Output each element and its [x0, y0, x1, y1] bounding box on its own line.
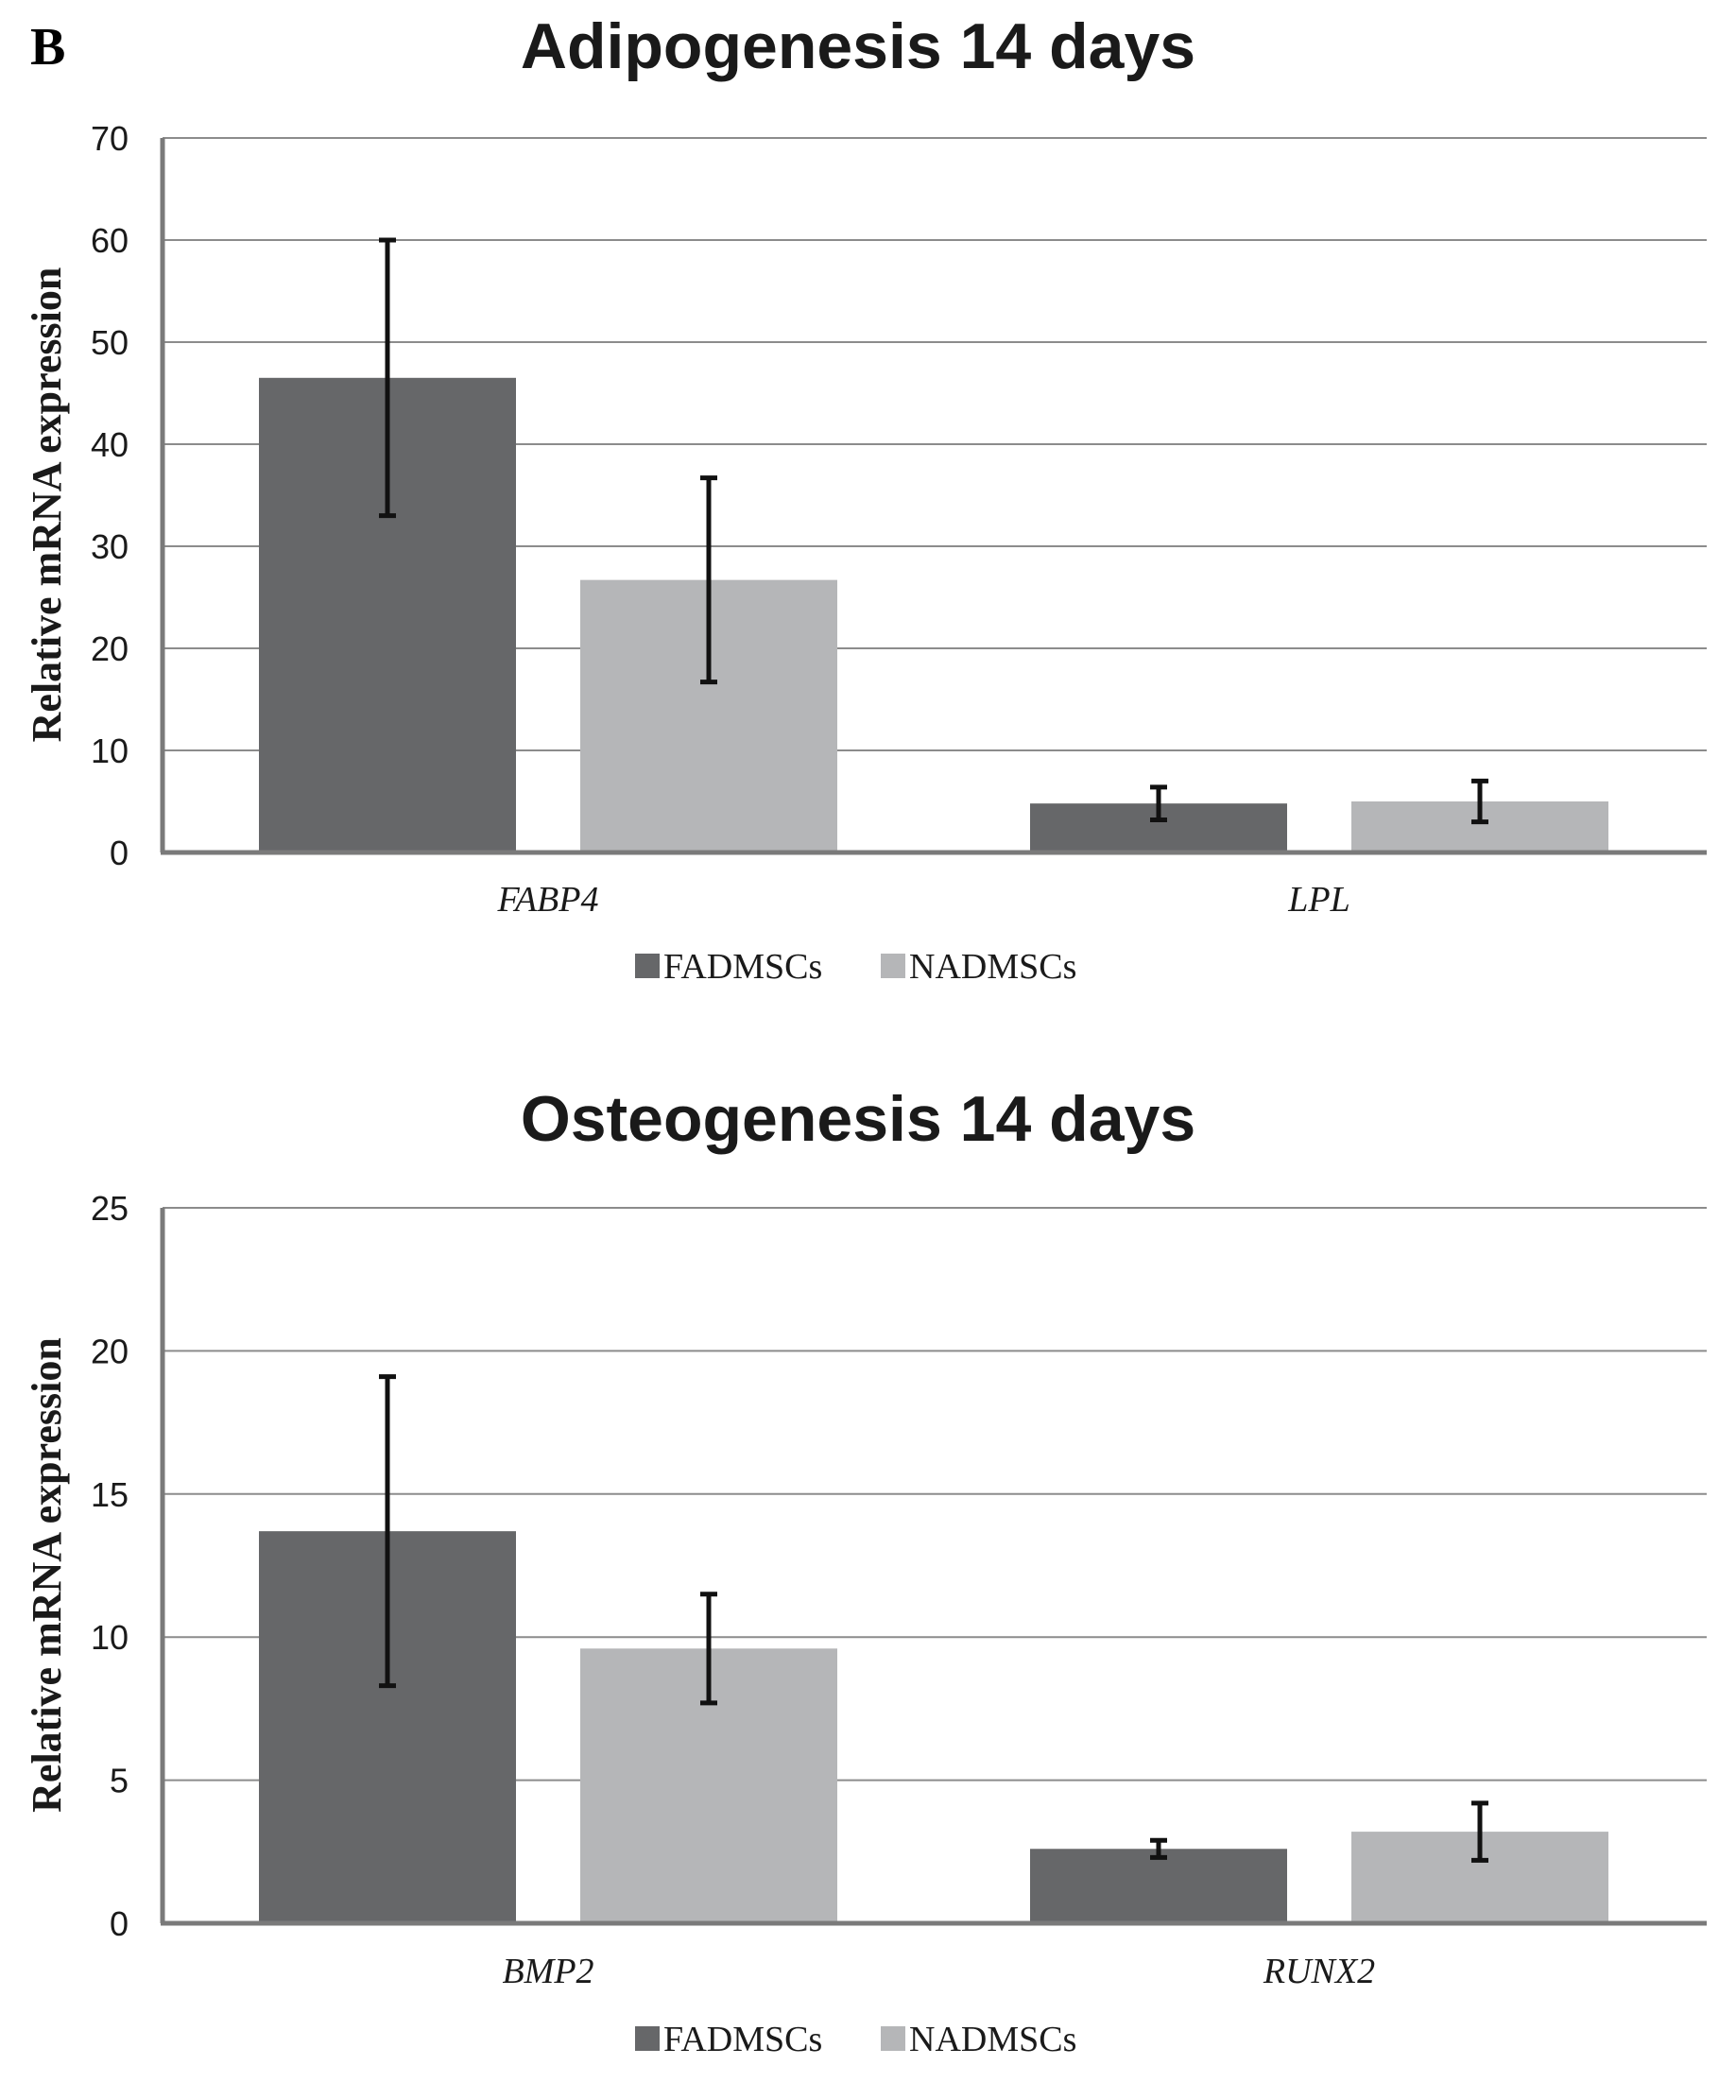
y-tick-label: 25	[91, 1189, 129, 1228]
y-tick-label: 60	[91, 221, 129, 260]
legend-swatch	[881, 954, 905, 978]
legend-label: NADMSCs	[909, 2020, 1076, 2059]
y-axis-title: Relative mRNA expression	[24, 267, 70, 743]
y-tick-label: 50	[91, 323, 129, 362]
category-label: LPL	[1287, 880, 1349, 920]
y-tick-label: 70	[91, 119, 129, 158]
y-tick-label: 20	[91, 629, 129, 668]
y-axis-title: Relative mRNA expression	[24, 1337, 70, 1813]
y-tick-label: 30	[91, 527, 129, 566]
osteogenesis-chart: Osteogenesis 14 days 0 5 10 15 20 25 Relative m…	[24, 1083, 1707, 2059]
adipogenesis-chart: Adipogenesis 14 days 0 10 20 30 40 50 60 70 Relat…	[24, 10, 1707, 987]
y-tick-label: 20	[91, 1332, 129, 1370]
y-tick-label: 5	[110, 1762, 129, 1800]
legend-swatch	[635, 954, 660, 978]
legend-label: NADMSCs	[909, 947, 1076, 987]
category-label: FABP4	[497, 880, 599, 920]
chart-title: Osteogenesis 14 days	[521, 1083, 1195, 1155]
legend-swatch	[635, 2026, 660, 2051]
y-tick-label: 15	[91, 1475, 129, 1514]
legend-label: FADMSCs	[663, 947, 822, 987]
legend-swatch	[881, 2026, 905, 2051]
legend-label: FADMSCs	[663, 2020, 822, 2059]
category-label: RUNX2	[1263, 1952, 1375, 1991]
panel-label: B	[30, 18, 65, 77]
y-tick-label: 10	[91, 732, 129, 770]
y-tick-label: 0	[110, 1904, 129, 1943]
category-label: BMP2	[502, 1952, 593, 1991]
bar-fadmscs-runx2	[1030, 1849, 1287, 1923]
y-tick-label: 10	[91, 1618, 129, 1657]
chart-title: Adipogenesis 14 days	[521, 10, 1195, 82]
y-tick-label: 0	[110, 834, 129, 872]
y-tick-label: 40	[91, 425, 129, 464]
